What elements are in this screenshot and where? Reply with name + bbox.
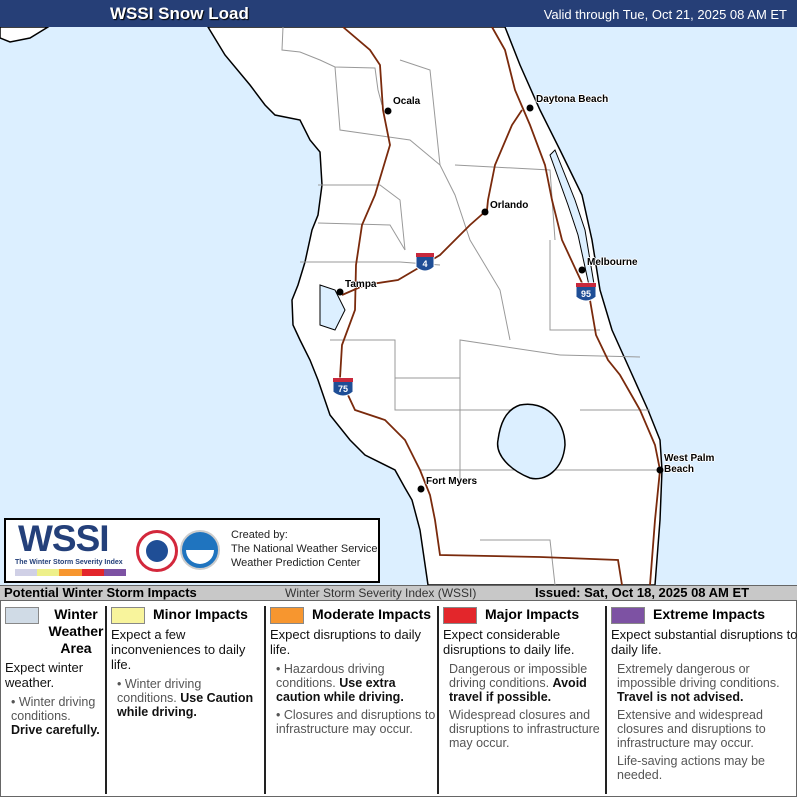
- city-label-ocala: Ocala: [393, 96, 421, 107]
- legend-bullet: Extensive and widespread closures and di…: [617, 708, 797, 750]
- wssi-tagline: The Winter Storm Severity Index: [15, 559, 123, 566]
- impact-legend: Winter Weather Area Expect winter weather…: [0, 601, 797, 797]
- city-label-tampa: Tampa: [345, 279, 377, 290]
- legend-swatch: [111, 607, 145, 624]
- legend-lead: Expect a few inconveniences to daily lif…: [111, 627, 246, 672]
- legend-lead: Expect substantial disruptions to daily …: [611, 627, 797, 657]
- bullet-text: Winter driving conditions.: [11, 695, 96, 723]
- bullet-text: Widespread closures and disruptions to i…: [449, 708, 600, 750]
- issued-time: Issued: Sat, Oct 18, 2025 08 AM ET: [535, 585, 750, 600]
- legend-column: Major Impacts Expect considerable disrupt…: [439, 606, 607, 794]
- legend-header: Minor Impacts: [111, 606, 264, 624]
- bullet-text: Dangerous or impossible driving conditio…: [449, 662, 588, 690]
- org-nws: The National Weather Service: [231, 543, 378, 555]
- turnpike-road: [486, 109, 523, 211]
- florida-map: 4 95 75: [0, 27, 664, 585]
- bullet-emphasis: Use Caution while driving.: [117, 691, 254, 719]
- map-view[interactable]: 4 95 75 Ocala Daytona Beach Orlando Melb…: [0, 27, 797, 585]
- legend-header: Extreme Impacts: [611, 606, 797, 624]
- info-strip: Potential Winter Storm Impacts Winter St…: [0, 585, 797, 601]
- bullet-text: Extensive and widespread closures and di…: [617, 708, 766, 750]
- i75-shield-label: 75: [338, 384, 348, 394]
- tampa-bay: [319, 284, 346, 331]
- wssi-color-bar: [15, 569, 127, 576]
- i95-shield-icon: 95: [575, 282, 597, 302]
- lake-okeechobee: [496, 403, 566, 480]
- city-label-daytona-beach: Daytona Beach: [536, 94, 609, 105]
- city-label-melbourne: Melbourne: [587, 257, 638, 268]
- i95-shield-label: 95: [581, 289, 591, 299]
- city-label-orlando: Orlando: [490, 200, 529, 211]
- map-title: WSSI Snow Load: [110, 4, 249, 23]
- legend-bullet: • Hazardous driving conditions. Use extr…: [276, 662, 404, 704]
- legend-header: Major Impacts: [443, 606, 605, 624]
- legend-column: Moderate Impacts Expect disruptions to da…: [266, 606, 439, 794]
- city-dots: [336, 104, 664, 493]
- legend-bullet: Life-saving actions may be needed.: [617, 754, 797, 782]
- legend-header: Moderate Impacts: [270, 606, 437, 624]
- org-wpc: Weather Prediction Center: [231, 557, 361, 569]
- bullet-text: Winter driving conditions.: [117, 677, 202, 705]
- legend-bullet: Dangerous or impossible driving conditio…: [449, 662, 605, 704]
- legend-bullet: • Winter driving conditions. Drive caref…: [11, 695, 100, 737]
- legend-lead: Expect winter weather.: [5, 660, 84, 690]
- legend-title: Major Impacts: [485, 606, 580, 622]
- city-label-west-palm-beach: West Palm Beach: [664, 453, 715, 475]
- bullet-emphasis: Travel is not advised.: [617, 690, 744, 704]
- impacts-heading: Potential Winter Storm Impacts: [4, 585, 197, 600]
- bullet-emphasis: Avoid travel if possible.: [449, 676, 587, 704]
- i4-shield-label: 4: [422, 259, 427, 269]
- interstate-shields: 4 95 75: [332, 252, 597, 397]
- legend-title: Winter Weather Area: [48, 606, 104, 656]
- wssi-logo: WSSI: [18, 518, 110, 559]
- bullet-text: Life-saving actions may be needed.: [617, 754, 765, 782]
- legend-bullet: Widespread closures and disruptions to i…: [449, 708, 605, 750]
- legend-swatch: [443, 607, 477, 624]
- legend-swatch: [5, 607, 39, 624]
- legend-lead: Expect considerable disruptions to daily…: [443, 627, 575, 657]
- legend-bullet: • Closures and disruptions to infrastruc…: [276, 708, 436, 736]
- logo-box: WSSI The Winter Storm Severity Index Cre…: [4, 518, 380, 583]
- legend-swatch: [270, 607, 304, 624]
- created-by-label: Created by:: [231, 529, 288, 541]
- legend-column: Extreme Impacts Expect substantial disrup…: [607, 606, 797, 794]
- i75-shield-icon: 75: [332, 377, 354, 397]
- bullet-text: Extremely dangerous or impossible drivin…: [617, 662, 780, 690]
- legend-bullet: • Winter driving conditions. Use Caution…: [117, 677, 254, 719]
- legend-column: Winter Weather Area Expect winter weather…: [1, 606, 107, 794]
- legend-title: Moderate Impacts: [312, 606, 432, 622]
- legend-swatch: [611, 607, 645, 624]
- bullet-emphasis: Use extra caution while driving.: [276, 676, 404, 704]
- credits: Created by: The National Weather Service…: [231, 528, 378, 570]
- city-label-fort-myers: Fort Myers: [426, 476, 478, 487]
- i4-shield-icon: 4: [415, 252, 435, 272]
- legend-title: Extreme Impacts: [653, 606, 766, 622]
- legend-lead: Expect disruptions to daily life.: [270, 627, 422, 657]
- noaa-logo-icon: [180, 530, 220, 570]
- bullet-text: Closures and disruptions to infrastructu…: [276, 708, 436, 736]
- legend-column: Minor Impacts Expect a few inconveniences…: [107, 606, 266, 794]
- legend-title: Minor Impacts: [153, 606, 248, 622]
- nws-logo-icon: [136, 530, 178, 572]
- county-lines: [281, 27, 660, 585]
- valid-through: Valid through Tue, Oct 21, 2025 08 AM ET: [543, 7, 787, 22]
- bullet-emphasis: Drive carefully.: [11, 723, 100, 737]
- header-bar: WSSI Snow Load Valid through Tue, Oct 21…: [0, 0, 797, 27]
- florida-land: [207, 27, 663, 585]
- index-name: Winter Storm Severity Index (WSSI): [285, 586, 477, 600]
- i4-road: [341, 209, 488, 296]
- legend-header: Winter Weather Area: [5, 606, 105, 657]
- bullet-text: Hazardous driving conditions.: [276, 662, 385, 690]
- nw-coast-land: [0, 27, 50, 43]
- legend-bullet: Extremely dangerous or impossible drivin…: [617, 662, 797, 704]
